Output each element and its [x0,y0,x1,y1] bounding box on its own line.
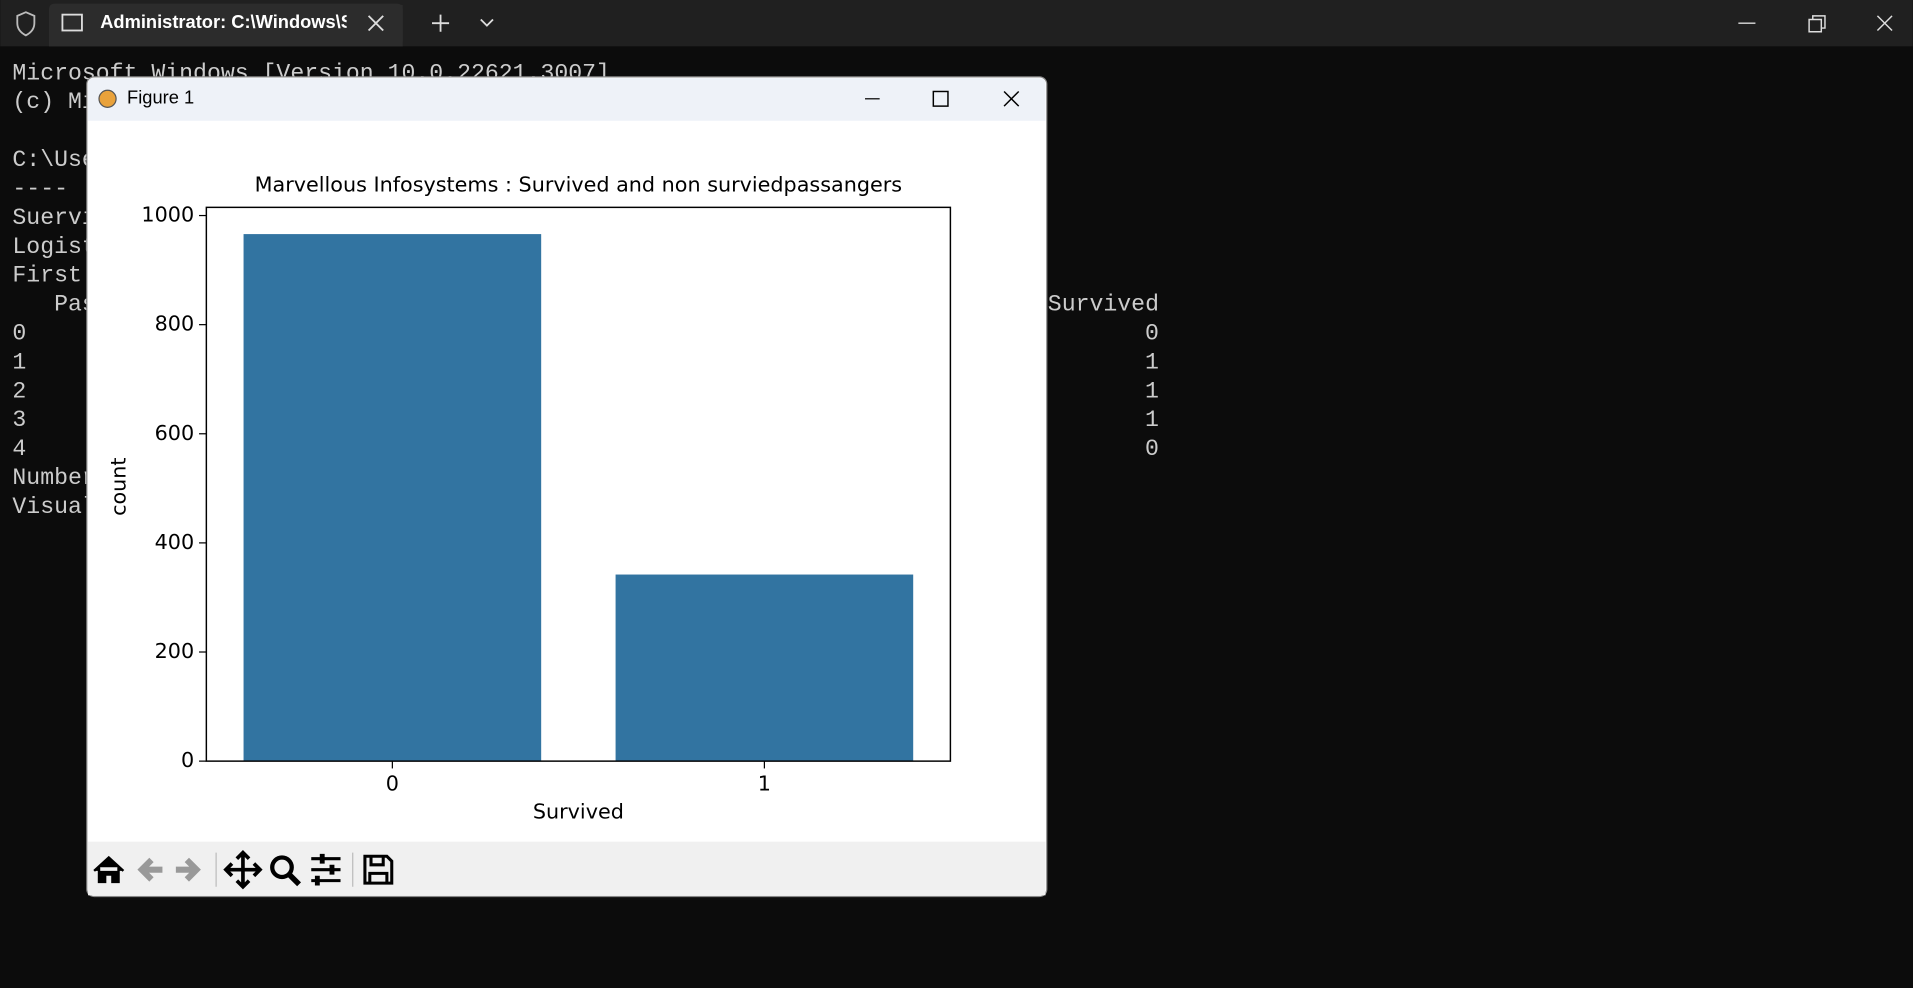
zoom-button[interactable] [270,855,294,880]
y-tick-label: 0 [181,748,194,772]
figure-title: Figure 1 [127,87,194,108]
terminal-line: 1 [1145,349,1159,375]
terminal-line: Logist [12,234,95,260]
x-tick-label: 0 [386,771,399,795]
figure-icon [98,89,117,108]
figure-titlebar [88,78,1046,121]
terminal-line: 0 [12,320,26,346]
shield-icon [16,11,36,37]
terminal-line: 1 [1145,378,1159,404]
home-button[interactable] [93,855,125,884]
terminal-line: Number [12,465,95,491]
tab-title: Administrator: C:\Windows\Sy [100,11,364,32]
terminal-icon [61,13,83,32]
figure-maximize[interactable] [932,90,949,107]
terminal-line: 4 [12,436,26,462]
y-tick-label: 400 [155,530,195,554]
figure-close[interactable] [1003,90,1020,107]
x-axis-label: Survived [533,799,624,823]
terminal-line: ---- [12,176,81,202]
new-tab[interactable] [432,14,450,32]
y-axis-label: count [107,457,131,515]
tab-dropdown[interactable] [480,18,494,27]
terminal-line: Visual [12,494,95,520]
forward-button[interactable] [175,857,201,882]
y-tick-label: 800 [155,312,195,336]
terminal-line: 3 [12,407,26,433]
bar [615,574,914,762]
pan-button[interactable] [223,850,263,890]
terminal-line: 0 [1145,436,1159,462]
terminal-line: Survived [1048,292,1159,318]
tab-close[interactable] [367,15,384,32]
close[interactable] [1876,15,1893,32]
plot-frame [205,206,952,762]
terminal-line: 0 [1145,320,1159,346]
terminal-line: 2 [12,378,26,404]
terminal-line: (c) Mi [12,89,95,115]
figure-window: Figure 1 [86,76,1048,898]
toolbar-separator [215,852,354,887]
back-button[interactable] [137,857,163,882]
save-button[interactable] [363,854,394,885]
configure-sliders [314,853,335,886]
terminal-line: C:\Use [12,147,95,173]
chart: Marvellous Infosystems : Survived and no… [107,172,952,823]
zoom-handle [287,872,301,887]
y-tick-label: 200 [155,639,195,663]
terminal-line: Pas [12,292,95,318]
y-tick-label: 600 [155,421,195,445]
x-tick-label: 1 [758,771,771,795]
bar [243,234,542,762]
y-tick-label: 1000 [141,203,194,227]
chart-title: Marvellous Infosystems : Survived and no… [255,172,902,196]
restore[interactable] [1808,15,1826,33]
terminal-line: 1 [12,349,26,375]
terminal-line: 1 [1145,407,1159,433]
figure-frame [86,76,1048,898]
terminal-line: First [12,263,95,289]
active-tab[interactable] [49,3,403,47]
terminal-line: Suervi [12,205,95,231]
